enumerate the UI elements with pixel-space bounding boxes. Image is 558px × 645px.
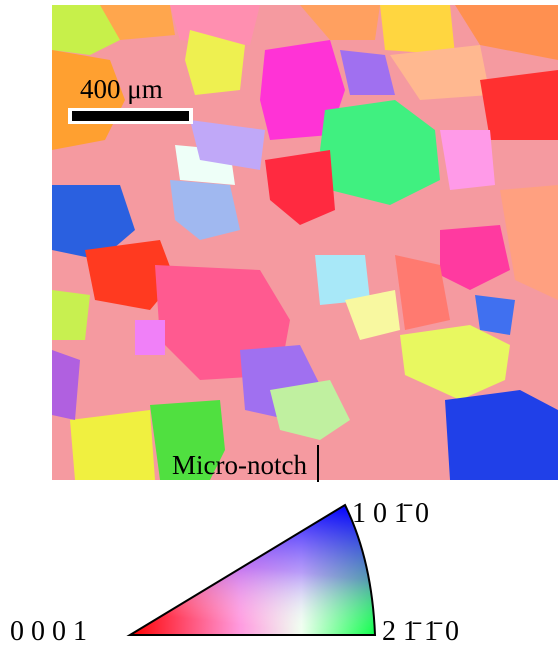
ipf-legend: 0 0 0 1 2 1̄ 1̄ 0 1 0 1̄ 0 [10,498,459,645]
notch-label: Micro-notch [172,450,307,480]
corner-label: 1 0 1̄ 0 [352,498,429,529]
corner-label: 2 1̄ 1̄ 0 [382,616,459,645]
corner-label: 0 0 0 1 [10,616,87,645]
figure: 400 μm Micro-notch 0 0 0 1 2 1̄ 1̄ 0 1 0… [0,0,558,645]
grain-map: 400 μm Micro-notch [52,5,558,482]
scale-label: 400 μm [80,74,163,104]
scale-bar [72,111,189,121]
